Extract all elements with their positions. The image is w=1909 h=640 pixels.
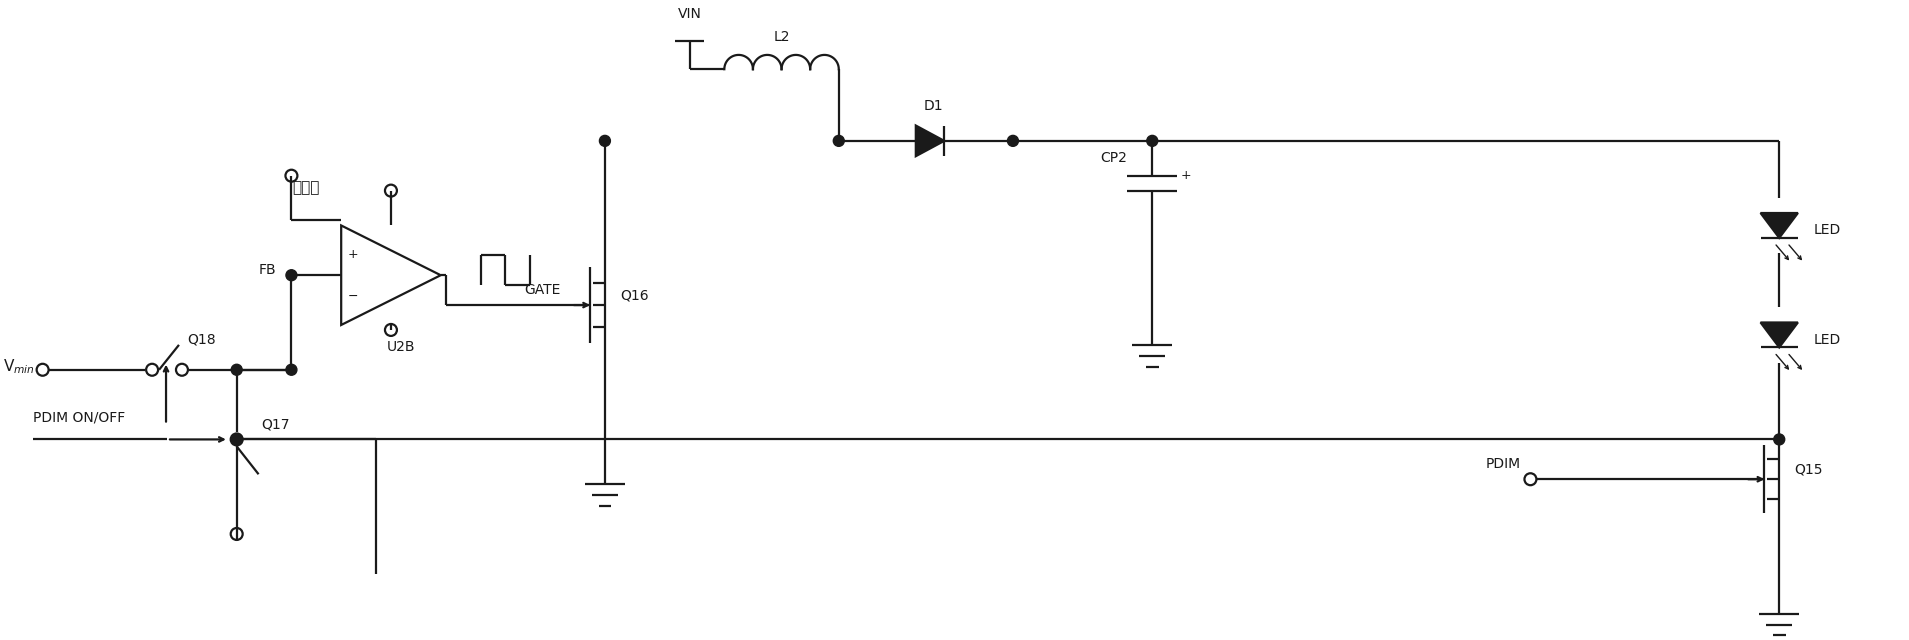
Circle shape — [231, 434, 242, 445]
Text: +: + — [347, 248, 359, 261]
Text: CP2: CP2 — [1100, 151, 1128, 165]
Text: U2B: U2B — [388, 340, 414, 354]
Text: GATE: GATE — [523, 283, 559, 297]
Polygon shape — [916, 125, 945, 156]
Circle shape — [1008, 136, 1017, 147]
Circle shape — [231, 364, 242, 375]
Text: FB: FB — [260, 263, 277, 277]
Polygon shape — [342, 225, 441, 325]
Circle shape — [1773, 434, 1785, 445]
Text: LED: LED — [1814, 223, 1842, 237]
Circle shape — [286, 269, 298, 281]
Text: PDIM: PDIM — [1485, 458, 1520, 471]
Polygon shape — [1760, 323, 1798, 348]
Text: VIN: VIN — [678, 8, 701, 22]
Circle shape — [286, 364, 298, 375]
Text: D1: D1 — [924, 99, 943, 113]
Text: LED: LED — [1814, 333, 1842, 347]
Text: 三角波: 三角波 — [292, 180, 321, 196]
Text: Q16: Q16 — [620, 288, 649, 302]
Circle shape — [599, 136, 611, 147]
Text: Q15: Q15 — [1794, 462, 1823, 476]
Polygon shape — [1760, 213, 1798, 238]
Circle shape — [1147, 136, 1157, 147]
Text: Q17: Q17 — [262, 417, 290, 431]
Text: L2: L2 — [773, 30, 790, 44]
Text: −: − — [347, 290, 359, 303]
Text: Q18: Q18 — [187, 333, 216, 347]
Text: V$_{min}$: V$_{min}$ — [2, 357, 34, 376]
Text: PDIM ON/OFF: PDIM ON/OFF — [32, 410, 124, 424]
Text: +: + — [1180, 169, 1191, 182]
Circle shape — [834, 136, 844, 147]
